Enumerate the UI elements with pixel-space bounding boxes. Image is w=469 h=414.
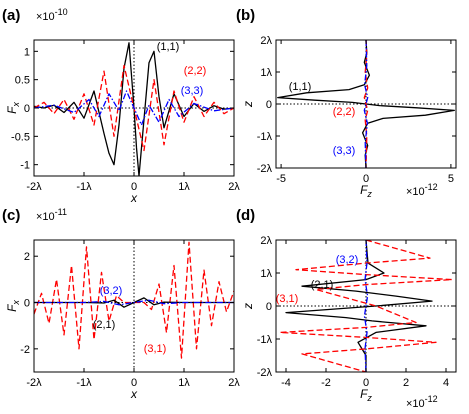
x-tick-label: -1λ: [76, 181, 92, 193]
y-tick-label: -0.5: [11, 131, 30, 143]
x-tick-label: -2λ: [26, 377, 42, 389]
series-annotation: (3,1): [276, 293, 299, 305]
y-tick-label: 0: [266, 99, 272, 111]
series-annotation: (3,3): [181, 85, 204, 97]
y-tick-label: 2: [24, 251, 30, 263]
panel-letter: (d): [236, 207, 255, 224]
x-axis-label: x: [130, 387, 138, 401]
x-tick-label: 0: [363, 377, 369, 389]
axis-exponent: ×10-12: [406, 182, 438, 198]
x-tick-label: -2λ: [26, 181, 42, 193]
x-tick-label: -1λ: [76, 377, 92, 389]
x-axis-label: x: [130, 191, 138, 205]
x-tick-label: 5: [448, 173, 454, 185]
x-tick-label: 0: [131, 181, 137, 193]
x-tick-label: -4: [281, 377, 291, 389]
x-tick-label: 2λ: [228, 181, 240, 193]
y-tick-label: 0.5: [15, 75, 30, 87]
axis-exponent: ×10-12: [406, 394, 438, 410]
y-tick-label: -1: [20, 160, 30, 172]
panel-c: (c) ×10-11 -2λ -1λ 0 1λ 2λ -2 0 2 x Fx (3,2) (2,1) (3,…: [2, 207, 240, 401]
series-line: [363, 40, 369, 168]
y-tick-label: -2: [20, 344, 30, 356]
axis-exponent: ×10-11: [36, 207, 67, 223]
panel-a: (a) ×10-10 -2λ -1λ 0 1λ 2λ -1 -0.5 0 0.5 1 x Fx (1,1) (…: [2, 7, 240, 205]
x-tick-label: 4: [443, 377, 449, 389]
y-tick-label: 2λ: [260, 235, 272, 247]
y-tick-label: 2λ: [260, 35, 272, 47]
x-tick-label: 1λ: [178, 377, 190, 389]
axis-exponent: ×10-10: [36, 7, 68, 23]
y-tick-label: 1λ: [260, 67, 272, 79]
series-annotation: (3,2): [100, 285, 123, 297]
panel-letter: (b): [236, 7, 255, 24]
series-line: [34, 90, 234, 126]
series-line: [285, 240, 433, 372]
series-group: [279, 240, 453, 372]
y-tick-label: 1λ: [260, 268, 272, 280]
x-axis-label: Fz: [360, 387, 372, 403]
y-tick-label: 0: [266, 301, 272, 313]
panel-letter: (c): [2, 207, 20, 224]
x-tick-label: 2λ: [228, 377, 240, 389]
y-axis-label: z: [241, 303, 255, 310]
y-tick-label: -1λ: [257, 131, 273, 143]
series-annotation: (1,1): [157, 41, 180, 53]
y-tick-label: -2λ: [257, 163, 273, 175]
x-tick-label: 1λ: [178, 181, 190, 193]
y-tick-label: -1λ: [257, 334, 273, 346]
y-axis-label: z: [241, 101, 255, 108]
series-annotation: (1,1): [289, 81, 312, 93]
series-annotation: (2,1): [311, 279, 334, 291]
y-tick-label: -2λ: [257, 367, 273, 379]
series-annotation: (2,2): [333, 106, 356, 118]
series-annotation: (2,2): [184, 65, 207, 77]
x-tick-label: -5: [276, 173, 286, 185]
series-line: [363, 240, 369, 372]
x-tick-label: 2: [403, 377, 409, 389]
panel-letter: (a): [2, 7, 20, 24]
x-axis-label: Fz: [360, 183, 372, 199]
panel-d: (d) ×10-12 -4 -2 0 2 4 -2λ -1λ 0 1λ 2λ Fz z (3,2) (2,1)…: [236, 207, 457, 410]
x-tick-label: 0: [363, 173, 369, 185]
series-group: [34, 241, 234, 359]
x-tick-label: 0: [131, 377, 137, 389]
series-annotation: (3,2): [336, 254, 359, 266]
y-axis-label: Fx: [5, 300, 21, 312]
series-line: [34, 299, 234, 306]
series-annotation: (2,1): [93, 319, 116, 331]
y-axis-label: Fx: [5, 102, 21, 114]
series-annotation: (3,1): [144, 343, 167, 355]
series-group: [34, 42, 234, 176]
x-tick-label: -2: [321, 377, 331, 389]
series-group: [277, 40, 455, 168]
series-annotation: (3,3): [333, 145, 356, 157]
y-tick-label: 0: [24, 298, 30, 310]
y-tick-label: 0: [24, 103, 30, 115]
panel-b: (b) ×10-12 -5 0 5 -2λ -1λ 0 1λ 2λ Fz z (1,1) (2,2) (3,…: [236, 7, 457, 199]
y-tick-label: 1: [24, 46, 30, 58]
